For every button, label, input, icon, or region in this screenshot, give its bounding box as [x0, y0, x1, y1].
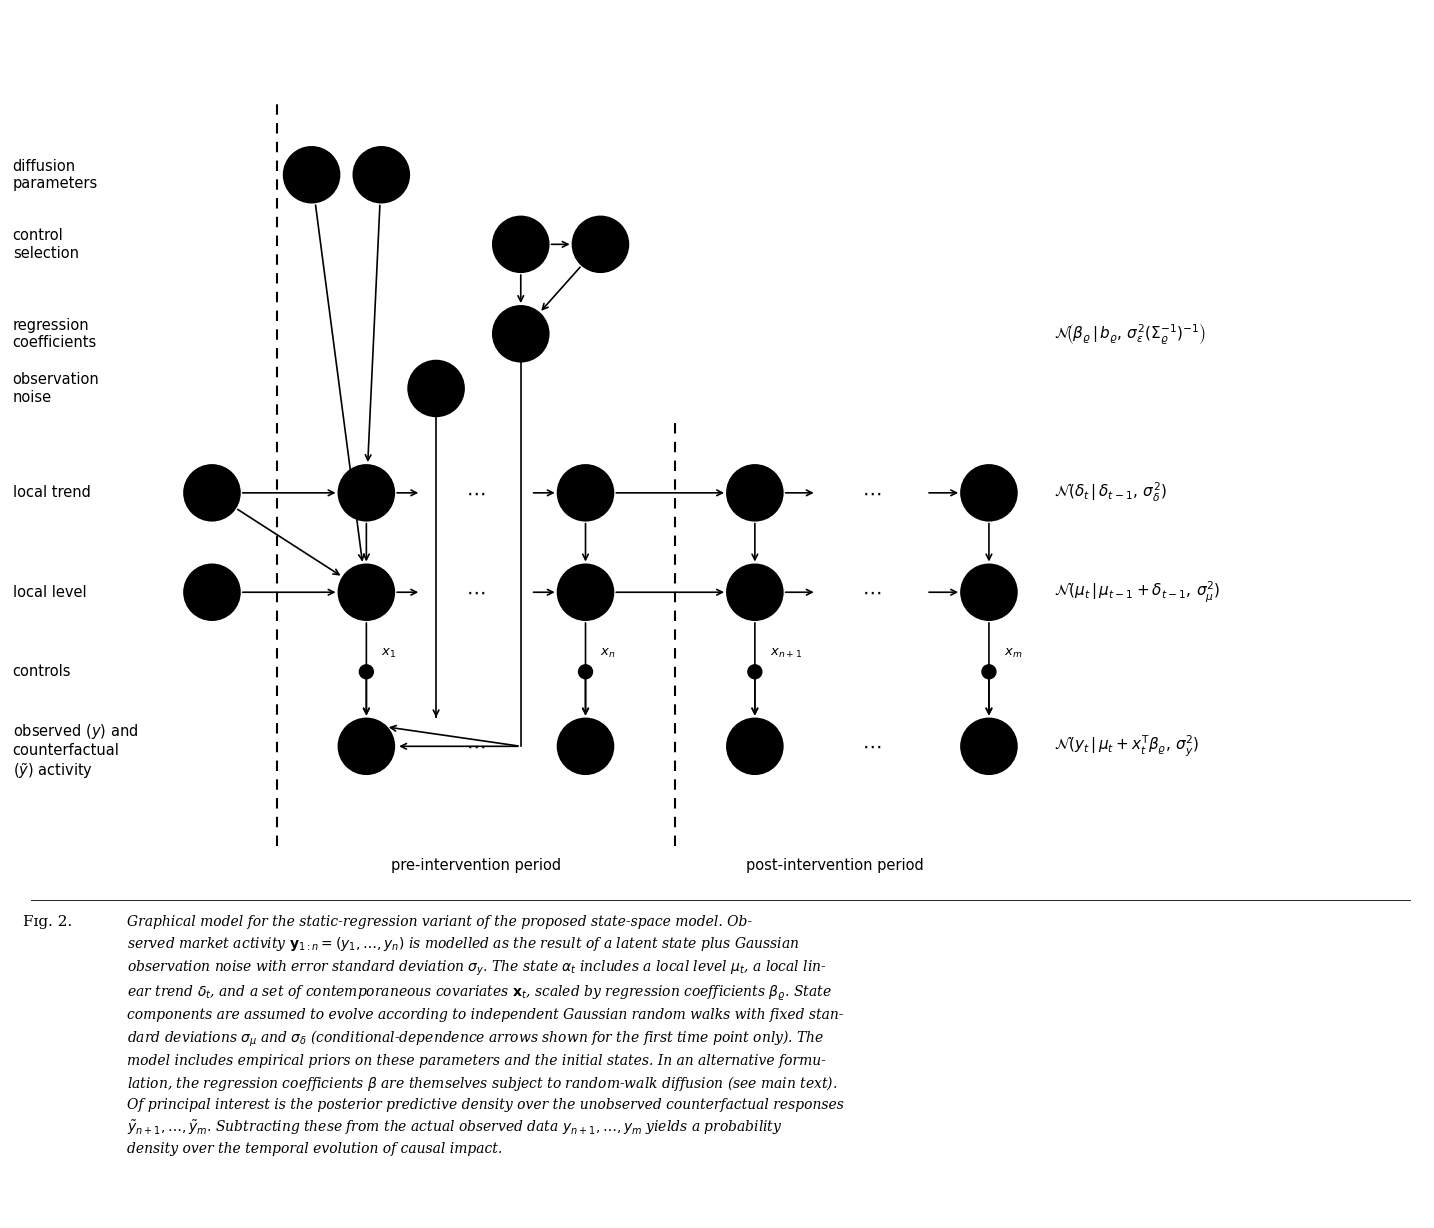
Circle shape [558, 465, 614, 521]
Text: $\mathcal{N}(y_t\,|\,\mu_t+x_t^\mathsf{T}\beta_\varrho,\,\sigma_y^2)$: $\mathcal{N}(y_t\,|\,\mu_t+x_t^\mathsf{T… [1054, 734, 1199, 759]
Text: $\sigma_y$: $\sigma_y$ [429, 381, 445, 395]
Text: $\delta_m$: $\delta_m$ [979, 485, 998, 500]
Text: control
selection: control selection [13, 228, 79, 260]
Text: $\cdots$: $\cdots$ [466, 737, 486, 755]
Text: $\mathcal{N}(\delta_t\,|\,\delta_{t-1},\,\sigma_\delta^2)$: $\mathcal{N}(\delta_t\,|\,\delta_{t-1},\… [1054, 481, 1167, 505]
Circle shape [578, 664, 592, 679]
Circle shape [284, 147, 340, 203]
Circle shape [184, 465, 239, 521]
Circle shape [961, 718, 1017, 774]
Text: $\cdots$: $\cdots$ [466, 484, 486, 502]
Text: $y_n$: $y_n$ [578, 739, 594, 753]
Text: $\cdots$: $\cdots$ [862, 737, 880, 755]
Text: $\mu_m$: $\mu_m$ [979, 586, 998, 599]
Circle shape [338, 718, 394, 774]
Text: $x_1$: $x_1$ [381, 647, 396, 659]
Text: $\cdots$: $\cdots$ [862, 583, 880, 602]
Text: $\delta_1$: $\delta_1$ [358, 485, 374, 500]
Text: controls: controls [13, 664, 72, 679]
Text: $\cdots$: $\cdots$ [862, 484, 880, 502]
Text: local trend: local trend [13, 485, 90, 500]
Text: diffusion
parameters: diffusion parameters [13, 158, 98, 190]
Circle shape [961, 465, 1017, 521]
Text: $\beta_\varrho$: $\beta_\varrho$ [512, 324, 529, 343]
Circle shape [727, 565, 783, 620]
Circle shape [572, 216, 628, 273]
Text: $x_{n+1}$: $x_{n+1}$ [770, 647, 802, 659]
Text: $\sigma_\epsilon$: $\sigma_\epsilon$ [592, 238, 608, 251]
Text: Graphical model for the static-regression variant of the proposed state-space mo: Graphical model for the static-regressio… [128, 915, 845, 1156]
Text: $\mathcal{N}(\mu_t\,|\,\mu_{t-1}+\delta_{t-1},\,\sigma_\mu^2)$: $\mathcal{N}(\mu_t\,|\,\mu_{t-1}+\delta_… [1054, 580, 1220, 604]
Text: Fɪg. 2.: Fɪg. 2. [23, 915, 72, 930]
Text: observation
noise: observation noise [13, 372, 99, 405]
Text: $\cdots$: $\cdots$ [466, 583, 486, 602]
Text: $\mu_n$: $\mu_n$ [578, 586, 594, 599]
Text: $y_1$: $y_1$ [358, 739, 374, 753]
Text: regression
coefficients: regression coefficients [13, 318, 98, 350]
Text: observed ($y$) and
counterfactual
($\tilde{y}$) activity: observed ($y$) and counterfactual ($\til… [13, 722, 138, 781]
Circle shape [727, 718, 783, 774]
Text: $\mu_1$: $\mu_1$ [358, 586, 374, 599]
Circle shape [961, 565, 1017, 620]
Text: pre-intervention period: pre-intervention period [391, 858, 561, 873]
Text: $\varrho$: $\varrho$ [516, 237, 526, 252]
Circle shape [558, 565, 614, 620]
Circle shape [360, 664, 373, 679]
Circle shape [338, 465, 394, 521]
Text: $\tilde{y}_{n+1}$: $\tilde{y}_{n+1}$ [739, 738, 771, 755]
Text: $\tilde{y}_m$: $\tilde{y}_m$ [979, 738, 998, 755]
Text: $\sigma_\mu$: $\sigma_\mu$ [304, 167, 320, 182]
Text: local level: local level [13, 585, 86, 599]
Circle shape [493, 306, 549, 361]
Circle shape [353, 147, 409, 203]
Circle shape [184, 565, 239, 620]
Text: $\delta_0$: $\delta_0$ [204, 485, 219, 500]
Circle shape [982, 664, 997, 679]
Text: $\delta_{n+1}$: $\delta_{n+1}$ [739, 485, 771, 500]
Text: $\delta_n$: $\delta_n$ [578, 485, 594, 500]
Text: $\sigma_\delta$: $\sigma_\delta$ [373, 168, 389, 182]
Text: $\mu_{n+1}$: $\mu_{n+1}$ [739, 586, 771, 599]
Text: $x_n$: $x_n$ [601, 647, 615, 659]
Text: $\mathcal{N}\!\left(\beta_\varrho\,|\,b_\varrho,\,\sigma_\epsilon^2(\Sigma_\varr: $\mathcal{N}\!\left(\beta_\varrho\,|\,b_… [1054, 321, 1206, 346]
Circle shape [749, 664, 761, 679]
Circle shape [409, 361, 465, 416]
Circle shape [338, 565, 394, 620]
Text: post-intervention period: post-intervention period [746, 858, 923, 873]
Circle shape [493, 216, 549, 273]
Text: $x_m$: $x_m$ [1004, 647, 1022, 659]
Text: $\mu_0$: $\mu_0$ [204, 586, 219, 599]
Circle shape [727, 465, 783, 521]
Circle shape [558, 718, 614, 774]
